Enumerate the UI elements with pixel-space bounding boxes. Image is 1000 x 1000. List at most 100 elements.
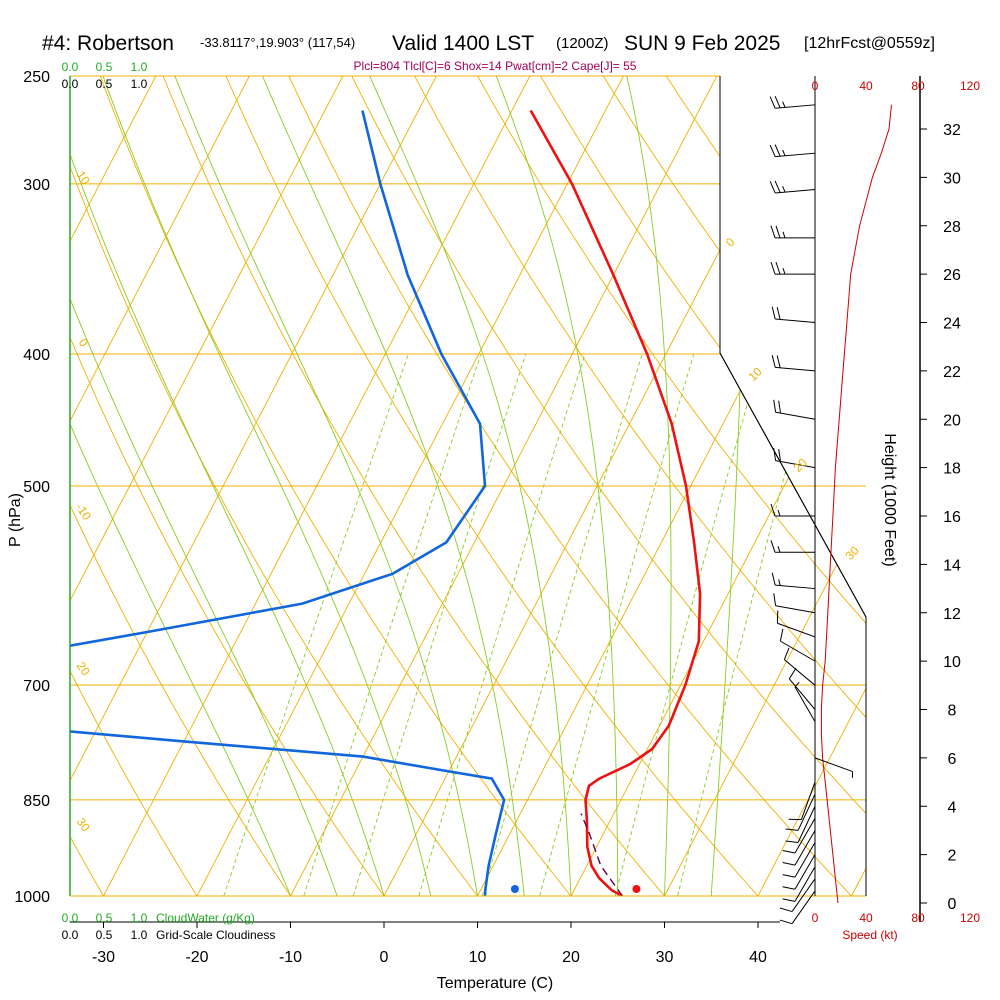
wind-barb-staff [791,890,816,924]
wind-barb-feather [770,261,776,275]
wind-barb-staff [775,188,816,194]
diagonal-border [719,352,867,618]
x-axis-ticks: -30 -20 -10 0 10 20 30 40 [92,922,767,966]
dry-adiabat-label: 0 [76,336,91,350]
cloud-scale-top: 0.0 0.5 1.0 0.0 0.5 1.0 [62,60,148,91]
wind-barb-staff [800,781,816,820]
wind-barb [783,647,816,686]
pressure-tick-label: 250 [23,69,50,86]
wind-barb-staff [788,678,816,710]
wind-barb [779,890,816,925]
x-tick-label: -30 [92,949,115,966]
dry-adiabat-line [70,76,406,896]
height-tick-label: 6 [948,751,957,768]
wind-barb [782,818,816,854]
dry-adiabat-line [70,76,501,896]
wind-barb-feather [771,354,776,368]
mixing-ratio-line [223,353,409,896]
surface-dewpoint-dot [510,885,519,893]
wind-barb-feather [776,307,781,320]
wind-barb-half-feather [777,509,781,517]
cloud-bottom-tick: 1.0 [131,911,148,925]
pressure-tick-label: 500 [23,479,50,496]
wind-barb-staff [775,318,816,323]
parcel-line [580,813,623,896]
wind-barb-staff [794,854,816,890]
wind-barb-feather [770,503,776,517]
wind-barb [779,628,816,662]
moist-adiabat-line [174,76,478,896]
mixing-ratio-line [303,353,482,896]
height-axis-label: Height (1000 Feet) [881,433,898,566]
height-tick-label: 12 [943,606,961,623]
mixing-ratio-line [418,353,586,896]
isotherm-label: 10 [745,364,765,384]
isotherm-line [757,76,866,896]
wind-speed-line [820,104,892,904]
height-tick-label: 8 [948,703,957,720]
y-axis-label: P (hPa) [7,493,24,547]
height-tick-label: 32 [943,122,961,139]
wind-barb [782,854,816,890]
wind-barb [814,757,854,778]
isotherm-line [70,76,250,896]
cloud-water-label: CloudWater (g/Kg) [156,911,255,925]
dry-adiabat-line [401,76,866,896]
pressure-tick-label: 1000 [14,889,50,906]
wind-barb-half-feather [777,546,781,553]
wind-barb-half-feather [778,579,781,586]
wind-barb-feather [774,180,781,193]
wind-barb-feather [769,144,776,157]
cloud-top-tick: 0.0 [62,60,79,74]
wind-barb-feather [769,96,776,109]
wind-barb [770,503,815,517]
wind-barb-feather [773,593,777,606]
x-tick-label: 10 [469,949,487,966]
wind-barb [788,667,816,710]
wind-barb-feather [785,828,799,831]
temperature-line [529,109,702,896]
zulu-time: (1200Z) [556,35,609,52]
speed-top-tick: 80 [911,79,925,93]
wind-barb-feather [773,448,777,461]
wind-barb [785,806,816,843]
cloud-scale-bottom: 0.0 0.5 1.0 CloudWater (g/Kg) 0.0 0.5 1.… [62,911,276,942]
wind-barb-staff [784,659,816,686]
station-coords: -33.8117°,19.903° (117,54) [200,35,355,50]
dry-adiabat-label: 20 [74,659,93,678]
cloudiness-label: Grid-Scale Cloudiness [156,928,275,942]
wind-barb-feather [779,628,784,642]
wind-barb-staff [775,460,816,469]
height-tick-label: 10 [943,654,961,671]
wind-barb-staff [791,878,816,912]
wind-barb-feather [788,667,797,680]
surface-temperature-dot [632,885,641,893]
cloudiness-bottom-tick: 0.0 [62,928,79,942]
wind-barb-feather [778,448,782,462]
pressure-tick-label: 300 [23,177,50,194]
cloudiness-top-tick: 1.0 [131,77,148,91]
wind-barb-half-feather [782,231,786,239]
x-tick-label: 20 [562,949,580,966]
sounding-profiles [70,109,702,896]
wind-barb-staff [794,866,816,902]
height-tick-label: 22 [943,364,961,381]
isotherm-label: 30 [842,543,862,563]
moist-adiabat-line [70,76,338,896]
x-tick-label: 0 [380,949,389,966]
isotherm-line [196,76,624,896]
wind-barb [770,225,815,239]
dry-adiabat-label: 30 [74,815,93,834]
speed-axis-label: Speed (kt) [842,928,897,942]
wind-barb-staff [794,818,816,854]
isotherm-label: 20 [790,455,810,475]
moist-adiabat-line [70,76,385,896]
speed-bottom-tick: 0 [812,911,819,925]
wind-barb-staff [794,686,816,722]
dry-adiabat-line [837,76,866,896]
dry-adiabat-line [0,52,26,925]
wind-barb [773,399,816,420]
isotherm-line [70,76,344,896]
wind-barb-feather [770,225,776,239]
